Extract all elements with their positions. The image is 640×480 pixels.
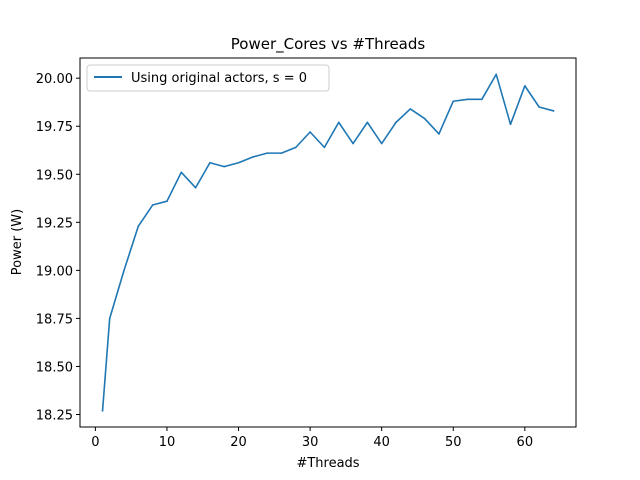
data-point bbox=[466, 98, 469, 101]
data-point bbox=[252, 156, 254, 158]
x-tick-label: 50 bbox=[445, 435, 462, 450]
y-tick-label: 18.50 bbox=[36, 360, 73, 375]
x-tick-label: 10 bbox=[159, 435, 176, 450]
data-point bbox=[452, 100, 455, 103]
data-point bbox=[237, 161, 240, 164]
data-point bbox=[108, 317, 111, 320]
data-point bbox=[495, 73, 498, 76]
data-point bbox=[123, 269, 125, 272]
y-tick-label: 18.75 bbox=[36, 312, 73, 327]
y-tick-label: 18.25 bbox=[36, 409, 73, 424]
data-point bbox=[151, 204, 154, 206]
y-axis-ticks: 18.25 18.50 18.75 19.00 19.25 19.50 19.75 20.00 bbox=[36, 72, 80, 424]
data-point bbox=[423, 117, 426, 120]
data-point bbox=[194, 186, 197, 189]
data-point bbox=[380, 142, 383, 145]
data-point bbox=[209, 161, 211, 164]
y-tick-label: 19.75 bbox=[36, 120, 73, 135]
data-point bbox=[366, 121, 369, 124]
data-point bbox=[280, 152, 283, 154]
data-point bbox=[438, 133, 440, 135]
data-point bbox=[509, 123, 512, 126]
x-tick-label: 0 bbox=[91, 435, 99, 450]
data-point bbox=[538, 106, 540, 108]
data-point bbox=[180, 171, 183, 174]
legend-label: Using original actors, s = 0 bbox=[131, 71, 307, 86]
x-tick-label: 30 bbox=[302, 435, 319, 450]
data-point bbox=[137, 225, 140, 227]
data-point bbox=[223, 165, 226, 168]
data-point bbox=[395, 121, 397, 124]
data-point bbox=[309, 131, 311, 133]
data-point bbox=[524, 85, 526, 87]
data-point bbox=[481, 98, 483, 101]
legend: Using original actors, s = 0 bbox=[86, 64, 330, 92]
y-tick-label: 19.00 bbox=[36, 264, 73, 279]
data-point bbox=[409, 108, 412, 110]
x-axis-label: #Threads bbox=[296, 456, 359, 471]
data-point bbox=[294, 146, 297, 149]
legend-box bbox=[86, 64, 330, 92]
y-tick-label: 19.50 bbox=[36, 168, 73, 183]
data-point bbox=[101, 409, 104, 412]
x-tick-label: 60 bbox=[517, 435, 534, 450]
y-tick-label: 20.00 bbox=[36, 72, 73, 87]
data-point bbox=[323, 146, 326, 149]
series-layer bbox=[101, 73, 555, 412]
data-point bbox=[352, 142, 354, 145]
data-point bbox=[337, 121, 340, 124]
y-tick-label: 19.25 bbox=[36, 216, 73, 231]
plot-area bbox=[80, 58, 576, 427]
x-tick-label: 40 bbox=[373, 435, 390, 450]
data-point bbox=[552, 110, 555, 112]
x-tick-label: 20 bbox=[230, 435, 247, 450]
y-axis-label: Power (W) bbox=[10, 209, 25, 275]
chart-title: Power_Cores vs #Threads bbox=[231, 35, 426, 54]
data-point bbox=[166, 200, 168, 202]
x-axis-ticks: 0 10 20 30 40 50 60 bbox=[91, 427, 533, 450]
data-point bbox=[266, 152, 268, 154]
plot-frame bbox=[79, 57, 577, 428]
